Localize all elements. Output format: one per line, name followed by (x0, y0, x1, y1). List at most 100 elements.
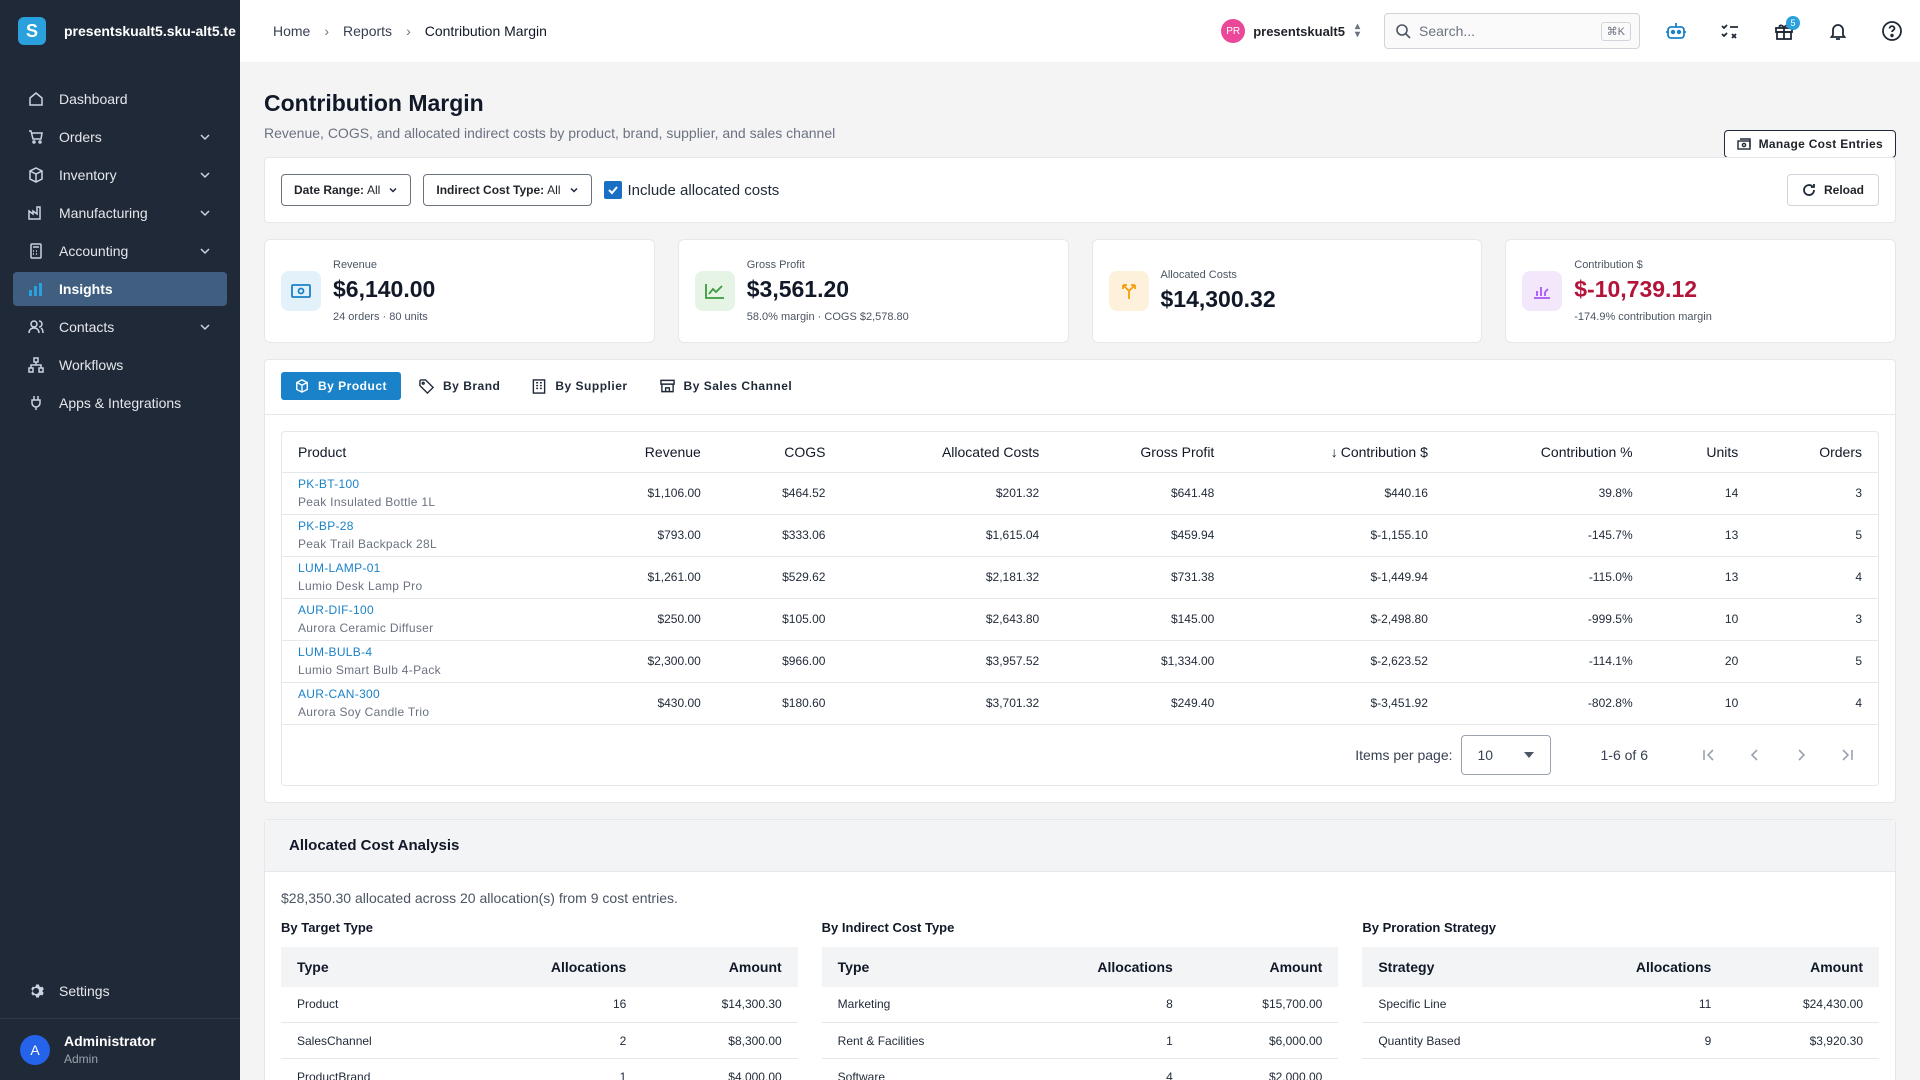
section-title: Allocated Cost Analysis (265, 819, 1895, 872)
table-row[interactable]: PK-BT-100 Peak Insulated Bottle 1L $1,10… (282, 472, 1878, 515)
assistant-button[interactable] (1658, 13, 1694, 49)
sidebar-item-contacts[interactable]: Contacts (13, 310, 227, 344)
chevron-right-icon: › (406, 23, 411, 39)
allocation-table: Type Allocations Amount Marketing 8 $15,… (821, 946, 1339, 1080)
units-cell: 13 (1648, 514, 1755, 557)
page-title: Contribution Margin (264, 90, 484, 116)
tab-by-product[interactable]: By Product (281, 372, 402, 400)
chevron-down-icon (200, 134, 210, 141)
last-page-button[interactable] (1832, 740, 1862, 770)
product-sku-link[interactable]: PK-BT-100 (298, 477, 360, 491)
prev-page-button[interactable] (1740, 740, 1770, 770)
table-row[interactable]: PK-BP-28 Peak Trail Backpack 28L $793.00… (282, 514, 1878, 557)
col-header-gross-profit[interactable]: Gross Profit (1055, 432, 1231, 473)
org-name: presentskualt5.sku-alt5.te (64, 23, 236, 39)
cash-icon (281, 271, 321, 311)
amount-cell: $4,000.00 (642, 1058, 798, 1080)
search-icon (1396, 24, 1411, 39)
col-header-contribution[interactable]: ↓ Contribution $ (1230, 432, 1444, 473)
sidebar-item-apps-integrations[interactable]: Apps & Integrations (13, 386, 227, 420)
col-header-orders[interactable]: Orders (1754, 432, 1878, 473)
type-cell: Specific Line (1362, 986, 1551, 1023)
sidebar-item-accounting[interactable]: Accounting (13, 234, 227, 268)
tab-by-supplier[interactable]: By Supplier (518, 372, 641, 400)
product-name: Peak Insulated Bottle 1L (298, 495, 436, 509)
include-allocated-checkbox[interactable]: Include allocated costs (603, 181, 779, 199)
col-header-product[interactable]: Product (282, 432, 572, 473)
first-page-button[interactable] (1694, 740, 1724, 770)
sidebar-item-workflows[interactable]: Workflows (13, 348, 227, 382)
orders-cell: 5 (1754, 514, 1878, 557)
app-logo[interactable]: S (18, 17, 46, 45)
help-button[interactable] (1874, 13, 1910, 49)
amount-cell: $3,920.30 (1727, 1022, 1880, 1059)
sidebar-item-inventory[interactable]: Inventory (13, 158, 227, 192)
tab-by-sales-channel[interactable]: By Sales Channel (646, 372, 807, 400)
reload-button[interactable]: Reload (1786, 174, 1879, 206)
table-row[interactable]: AUR-CAN-300 Aurora Soy Candle Trio $430.… (282, 682, 1878, 725)
table-row[interactable]: AUR-DIF-100 Aurora Ceramic Diffuser $250… (282, 598, 1878, 641)
product-name: Aurora Ceramic Diffuser (298, 621, 434, 635)
gift-badge: 5 (1786, 16, 1800, 30)
table-row[interactable]: LUM-LAMP-01 Lumio Desk Lamp Pro $1,261.0… (282, 556, 1878, 599)
box-icon (27, 166, 45, 184)
sort-arrows-icon: ▴ ▾ (1354, 21, 1360, 40)
sidebar-item-insights[interactable]: Insights (13, 272, 227, 306)
date-range-filter[interactable]: Date Range: All (281, 174, 412, 206)
product-sku-link[interactable]: LUM-BULB-4 (298, 645, 373, 659)
sidebar-item-manufacturing[interactable]: Manufacturing (13, 196, 227, 230)
topbar: Home › Reports › Contribution Margin PR … (240, 0, 1920, 62)
sidebar-item-orders[interactable]: Orders (13, 120, 227, 154)
product-sku-link[interactable]: AUR-CAN-300 (298, 687, 380, 701)
notifications-button[interactable] (1820, 13, 1856, 49)
col-header-revenue[interactable]: Revenue (571, 432, 717, 473)
type-cell: Quantity Based (1362, 1022, 1551, 1059)
contribution-pct-cell: 39.8% (1443, 472, 1649, 515)
product-table-container: Product Revenue COGS Allocated Costs Gro… (281, 431, 1879, 786)
breadcrumb-home[interactable]: Home (273, 23, 311, 39)
indirect-cost-type-filter[interactable]: Indirect Cost Type: All (423, 174, 592, 206)
plug-icon (27, 394, 45, 412)
items-per-page-select[interactable]: 10 (1460, 734, 1551, 775)
contribution-pct-cell: -802.8% (1443, 682, 1649, 725)
product-sku-link[interactable]: AUR-DIF-100 (298, 603, 374, 617)
col-header-cogs[interactable]: COGS (716, 432, 842, 473)
contribution-cell: $440.16 (1230, 472, 1444, 515)
allocation-table-column: By Proration Strategy Strategy Allocatio… (1362, 920, 1880, 1080)
tenant-name: presentskualt5 (1253, 23, 1345, 39)
tab-by-brand[interactable]: By Brand (405, 372, 514, 400)
allocations-cell: 16 (461, 986, 643, 1023)
col-header-allocated[interactable]: Allocated Costs (841, 432, 1056, 473)
gift-button[interactable]: 5 (1766, 13, 1802, 49)
tag-icon (419, 378, 435, 394)
manage-cost-entries-button[interactable]: Manage Cost Entries (1723, 130, 1896, 158)
tasks-button[interactable] (1712, 13, 1748, 49)
sidebar-item-label: Dashboard (59, 91, 128, 107)
chevron-down-icon (389, 187, 397, 193)
table-row[interactable]: LUM-BULB-4 Lumio Smart Bulb 4-Pack $2,30… (282, 640, 1878, 683)
settings-label: Settings (59, 983, 110, 999)
table-row: Marketing 8 $15,700.00 (821, 986, 1339, 1023)
sidebar-item-dashboard[interactable]: Dashboard (13, 82, 227, 116)
user-profile[interactable]: A Administrator Admin (0, 1018, 240, 1080)
breadcrumb-reports[interactable]: Reports (343, 23, 393, 39)
next-page-button[interactable] (1786, 740, 1816, 770)
sidebar-item-settings[interactable]: Settings (13, 974, 227, 1008)
col-header-contribution-pct[interactable]: Contribution % (1443, 432, 1649, 473)
tenant-switcher[interactable]: PR presentskualt5 ▴ ▾ (1221, 19, 1360, 43)
contribution-cell: $-1,155.10 (1230, 514, 1444, 557)
product-sku-link[interactable]: LUM-LAMP-01 (298, 561, 381, 575)
kpi-cards: Revenue $6,140.00 24 orders · 80 units G… (264, 239, 1896, 343)
revenue-cell: $1,261.00 (571, 556, 717, 599)
col-header-units[interactable]: Units (1648, 432, 1755, 473)
cogs-cell: $105.00 (716, 598, 842, 641)
table-row: Software 4 $2,000.00 (821, 1058, 1339, 1080)
search-input[interactable]: Search... ⌘K (1384, 13, 1640, 49)
divider (265, 414, 1895, 415)
allocation-table-column: By Indirect Cost Type Type Allocations A… (821, 920, 1339, 1080)
product-table-body: PK-BT-100 Peak Insulated Bottle 1L $1,10… (282, 472, 1878, 725)
table-header-row: Type Allocations Amount (281, 946, 798, 987)
first-page-icon (1703, 748, 1714, 761)
product-sku-link[interactable]: PK-BP-28 (298, 519, 354, 533)
gross-profit-cell: $459.94 (1055, 514, 1231, 557)
